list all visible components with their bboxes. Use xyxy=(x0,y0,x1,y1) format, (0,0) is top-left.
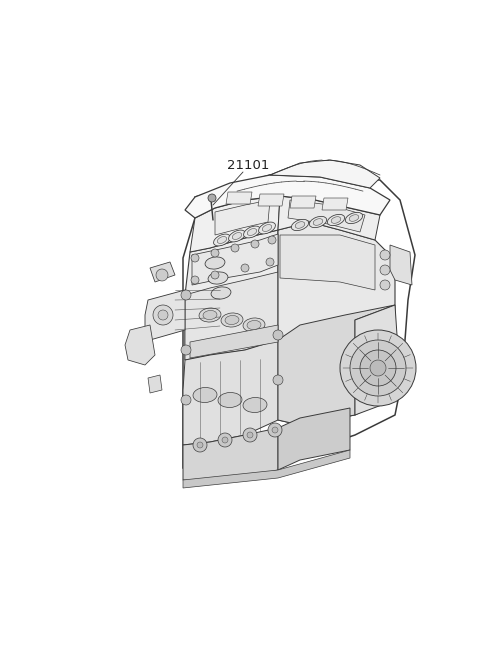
Circle shape xyxy=(272,427,278,433)
Circle shape xyxy=(181,345,191,355)
Polygon shape xyxy=(278,196,380,240)
Polygon shape xyxy=(278,408,350,470)
Ellipse shape xyxy=(218,392,242,407)
Polygon shape xyxy=(355,305,400,415)
Circle shape xyxy=(273,330,283,340)
Ellipse shape xyxy=(259,222,276,234)
Ellipse shape xyxy=(228,230,245,242)
Ellipse shape xyxy=(310,216,326,228)
Ellipse shape xyxy=(243,398,267,413)
Polygon shape xyxy=(185,175,390,218)
Ellipse shape xyxy=(331,217,341,223)
Polygon shape xyxy=(185,272,278,360)
Ellipse shape xyxy=(243,226,261,238)
Circle shape xyxy=(247,432,253,438)
Circle shape xyxy=(268,423,282,437)
Ellipse shape xyxy=(291,219,309,231)
Text: 21101: 21101 xyxy=(227,159,269,172)
Ellipse shape xyxy=(221,313,243,327)
Circle shape xyxy=(208,194,216,202)
Circle shape xyxy=(268,236,276,244)
Circle shape xyxy=(191,276,199,284)
Ellipse shape xyxy=(295,221,305,229)
Ellipse shape xyxy=(262,225,272,231)
Ellipse shape xyxy=(203,310,217,320)
Circle shape xyxy=(360,350,396,386)
Ellipse shape xyxy=(247,229,257,235)
Circle shape xyxy=(153,305,173,325)
Circle shape xyxy=(380,250,390,260)
Polygon shape xyxy=(183,428,278,482)
Circle shape xyxy=(243,428,257,442)
Circle shape xyxy=(380,280,390,290)
Polygon shape xyxy=(280,235,375,290)
Polygon shape xyxy=(185,230,278,360)
Polygon shape xyxy=(322,198,348,210)
Circle shape xyxy=(350,340,406,396)
Polygon shape xyxy=(183,450,350,488)
Polygon shape xyxy=(290,196,316,208)
Polygon shape xyxy=(148,375,162,393)
Polygon shape xyxy=(278,222,395,425)
Ellipse shape xyxy=(313,219,323,225)
Polygon shape xyxy=(183,340,278,445)
Polygon shape xyxy=(226,192,252,204)
Circle shape xyxy=(156,269,168,281)
Polygon shape xyxy=(258,194,284,206)
Ellipse shape xyxy=(214,234,230,246)
Circle shape xyxy=(158,310,168,320)
Circle shape xyxy=(370,360,386,376)
Circle shape xyxy=(181,290,191,300)
Circle shape xyxy=(380,265,390,275)
Circle shape xyxy=(241,264,249,272)
Circle shape xyxy=(218,433,232,447)
Circle shape xyxy=(231,244,239,252)
Polygon shape xyxy=(390,245,412,285)
Polygon shape xyxy=(145,290,185,340)
Ellipse shape xyxy=(211,287,231,299)
Circle shape xyxy=(251,240,259,248)
Ellipse shape xyxy=(327,214,345,225)
Circle shape xyxy=(193,438,207,452)
Ellipse shape xyxy=(205,257,225,269)
Circle shape xyxy=(273,375,283,385)
Ellipse shape xyxy=(349,215,359,221)
Circle shape xyxy=(181,395,191,405)
Polygon shape xyxy=(278,305,395,425)
Ellipse shape xyxy=(225,316,239,324)
Polygon shape xyxy=(270,160,380,188)
Ellipse shape xyxy=(243,318,265,332)
Polygon shape xyxy=(288,200,365,232)
Circle shape xyxy=(211,249,219,257)
Ellipse shape xyxy=(193,388,217,403)
Circle shape xyxy=(191,254,199,262)
Ellipse shape xyxy=(346,212,362,223)
Polygon shape xyxy=(192,234,278,285)
Polygon shape xyxy=(150,262,175,282)
Ellipse shape xyxy=(247,320,261,329)
Circle shape xyxy=(266,258,274,266)
Ellipse shape xyxy=(208,272,228,284)
Polygon shape xyxy=(125,325,155,365)
Polygon shape xyxy=(215,200,270,235)
Polygon shape xyxy=(190,196,280,252)
Circle shape xyxy=(211,271,219,279)
Circle shape xyxy=(340,330,416,406)
Circle shape xyxy=(197,442,203,448)
Polygon shape xyxy=(190,325,278,358)
Ellipse shape xyxy=(217,236,227,244)
Ellipse shape xyxy=(199,308,221,322)
Circle shape xyxy=(222,437,228,443)
Ellipse shape xyxy=(232,233,242,240)
